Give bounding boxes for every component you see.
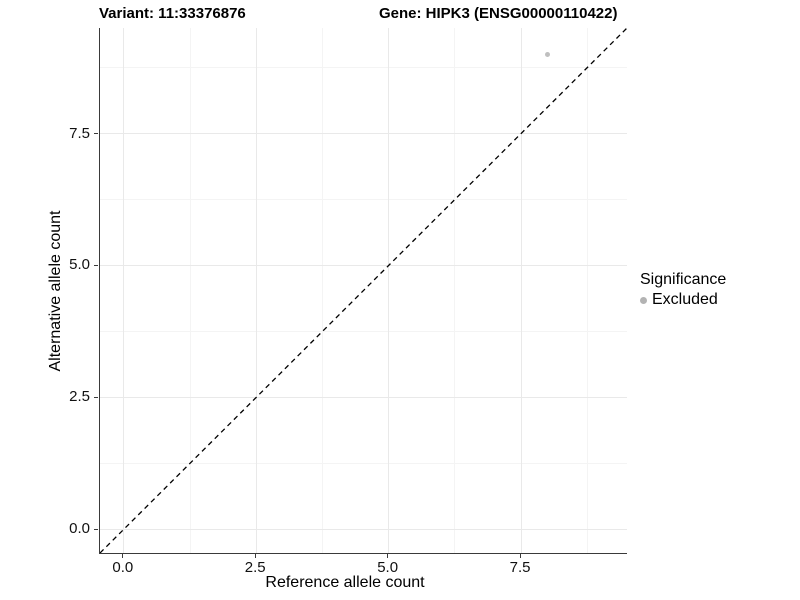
gridline-minor-vertical [321, 28, 323, 553]
y-tick-label: 0.0 [69, 520, 90, 538]
gridline-minor-horizontal [100, 198, 627, 200]
gridline-major-vertical [388, 28, 390, 553]
y-tick-mark [94, 264, 98, 266]
x-axis-title: Reference allele count [265, 574, 425, 591]
y-axis-title: Alternative allele count [47, 210, 64, 372]
y-tick-label: 2.5 [69, 388, 90, 406]
gridline-minor-horizontal [100, 462, 627, 464]
identity-line-layer [100, 28, 627, 553]
x-tick-label: 2.5 [244, 559, 266, 576]
x-tick-label: 7.5 [509, 559, 531, 576]
x-tick-mark [122, 554, 124, 558]
gridline-minor-horizontal [100, 330, 627, 332]
y-tick-label: 5.0 [69, 256, 90, 274]
legend-title: Significance [640, 271, 727, 288]
gridline-major-horizontal [100, 528, 627, 530]
identity-dashed-line [100, 28, 627, 553]
legend-entry-label: Excluded [652, 291, 718, 308]
gridline-minor-vertical [454, 28, 456, 553]
legend: Significance Excluded [640, 271, 726, 309]
gridline-major-vertical [255, 28, 257, 553]
y-tick-mark [94, 528, 98, 530]
legend-entry-excluded: Excluded [640, 291, 726, 309]
x-tick-mark [387, 554, 389, 558]
y-tick-mark [94, 396, 98, 398]
x-tick-mark [254, 554, 256, 558]
x-tick-label: 0.0 [112, 559, 134, 576]
x-tick-label: 5.0 [377, 559, 399, 576]
gridline-minor-vertical [189, 28, 191, 553]
gridline-minor-horizontal [100, 67, 627, 69]
plot-title-variant: Variant: 11:33376876 [99, 5, 246, 22]
plot-title-gene: Gene: HIPK3 (ENSG00000110422) [379, 5, 618, 22]
y-tick-label: 7.5 [69, 124, 90, 142]
gridline-major-vertical [123, 28, 125, 553]
data-point-excluded [545, 51, 551, 57]
gridline-minor-vertical [586, 28, 588, 553]
y-tick-mark [94, 133, 98, 135]
excluded-point-icon [640, 296, 647, 304]
plot-panel [99, 28, 627, 554]
gridline-major-vertical [520, 28, 522, 553]
gridline-major-horizontal [100, 396, 627, 398]
x-tick-mark [519, 554, 521, 558]
gridline-major-horizontal [100, 264, 627, 266]
gridline-major-horizontal [100, 133, 627, 135]
